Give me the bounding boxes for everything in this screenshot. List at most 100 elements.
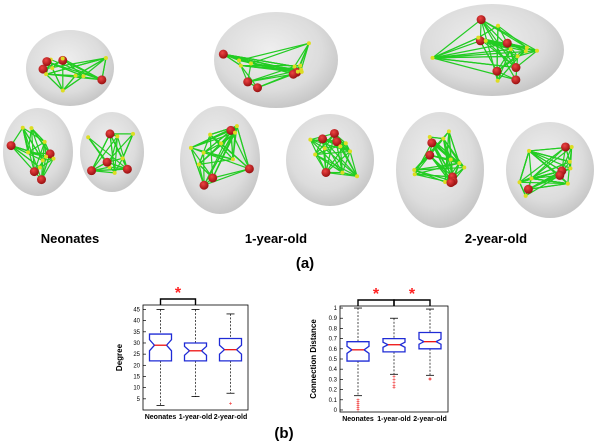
y-tick-label: 0 [334,408,338,414]
y-tick-label: 25 [133,352,140,358]
network-edge [432,50,538,59]
brain-view-one-year-4 [180,106,260,214]
box-neonates: ++++++ [346,307,370,414]
hub-node [288,69,298,79]
network-edge [10,145,41,168]
network-edge [250,62,297,73]
box-neonates [148,309,173,406]
network-node [292,64,297,69]
network-node [495,78,500,83]
network-node [340,170,345,175]
network-node [322,146,327,151]
network-node [115,134,120,139]
network-node [298,63,303,68]
network-edge [238,42,310,62]
box-1-year-old: +++++ [382,317,406,392]
network-edge [62,75,77,91]
network-node [299,69,304,74]
brain-network-renderings [3,4,594,228]
network-edge [429,154,460,164]
degree-boxplot: 5 10 15 20 25 30 35 40 45 Degree Neonates 1-year-ol… [115,285,249,421]
y-tick-label: 0.7 [329,337,338,343]
network-node [131,131,136,136]
hub-node [446,178,456,188]
network-node [343,141,348,146]
network-node [295,69,300,74]
network-node [29,126,34,131]
network-edge [230,130,250,170]
network-edge [106,133,134,163]
y-tick-label: 1 [334,306,338,312]
network-node [523,49,528,54]
group-label-2-year-old: 2-year-old [465,231,527,246]
network-node [527,148,532,153]
network-node [37,165,42,170]
network-edge [190,132,236,149]
network-edge [300,43,310,70]
significance-bracket: * [357,286,395,306]
panel-a: Neonates 1-year-old 2-year-old (a) [3,4,594,272]
notched-box [148,333,173,362]
y-tick-label: 10 [133,386,140,392]
hub-node [329,128,339,138]
network-edge [414,162,460,171]
y-tick-label: 0.9 [329,316,338,322]
network-edge [46,61,84,77]
y-tick-label: 0.8 [329,326,338,332]
network-node [51,156,56,161]
network-node [448,157,453,162]
network-node [515,54,520,59]
network-node [248,61,253,66]
network-node [73,73,78,78]
brain-view-neonates-0 [26,30,114,106]
network-node [188,145,193,150]
network-edge [519,161,571,183]
network-node [42,139,47,144]
network-edge [448,131,460,164]
network-node [523,193,528,198]
network-node [508,47,513,52]
network-node [348,149,353,154]
hub-node [502,38,512,48]
y-tick-label: 0.6 [329,347,338,353]
network-edge [109,133,116,173]
network-edge [519,146,566,183]
network-node [60,56,65,61]
significance-star: * [175,285,182,302]
network-node [535,48,540,53]
group-label-neonates: Neonates [41,231,100,246]
network-node [230,157,235,162]
network-edge [518,182,527,197]
network-node [81,74,86,79]
notched-box [346,341,370,362]
network-edge [480,19,517,81]
y-tick-label: 15 [133,374,140,380]
network-edge [528,182,568,190]
hub-node [243,77,253,87]
network-node [40,158,45,163]
hub-node [208,173,218,183]
network-node [443,180,448,185]
hub-node [87,166,97,176]
notched-box [418,331,442,350]
network-edge [322,138,358,177]
network-edge [519,181,568,185]
hub-node [318,134,328,144]
network-node [476,35,481,40]
box-1-year-old [183,309,208,397]
network-edge [33,141,46,172]
hub-node [122,164,132,174]
outlier-point: + [356,406,360,412]
y-tick-label: 0.3 [329,377,338,383]
network-edge [91,168,128,172]
outlier-point: + [356,404,360,410]
panel-a-label: (a) [296,255,314,272]
network-node [208,132,213,137]
network-node [568,166,573,171]
group-label-1-year-old: 1-year-old [245,231,307,246]
network-edge [230,130,234,160]
x-tick-label: Neonates [342,416,374,423]
network-node [112,170,117,175]
hub-node [29,167,39,177]
outlier-point: + [356,398,360,404]
